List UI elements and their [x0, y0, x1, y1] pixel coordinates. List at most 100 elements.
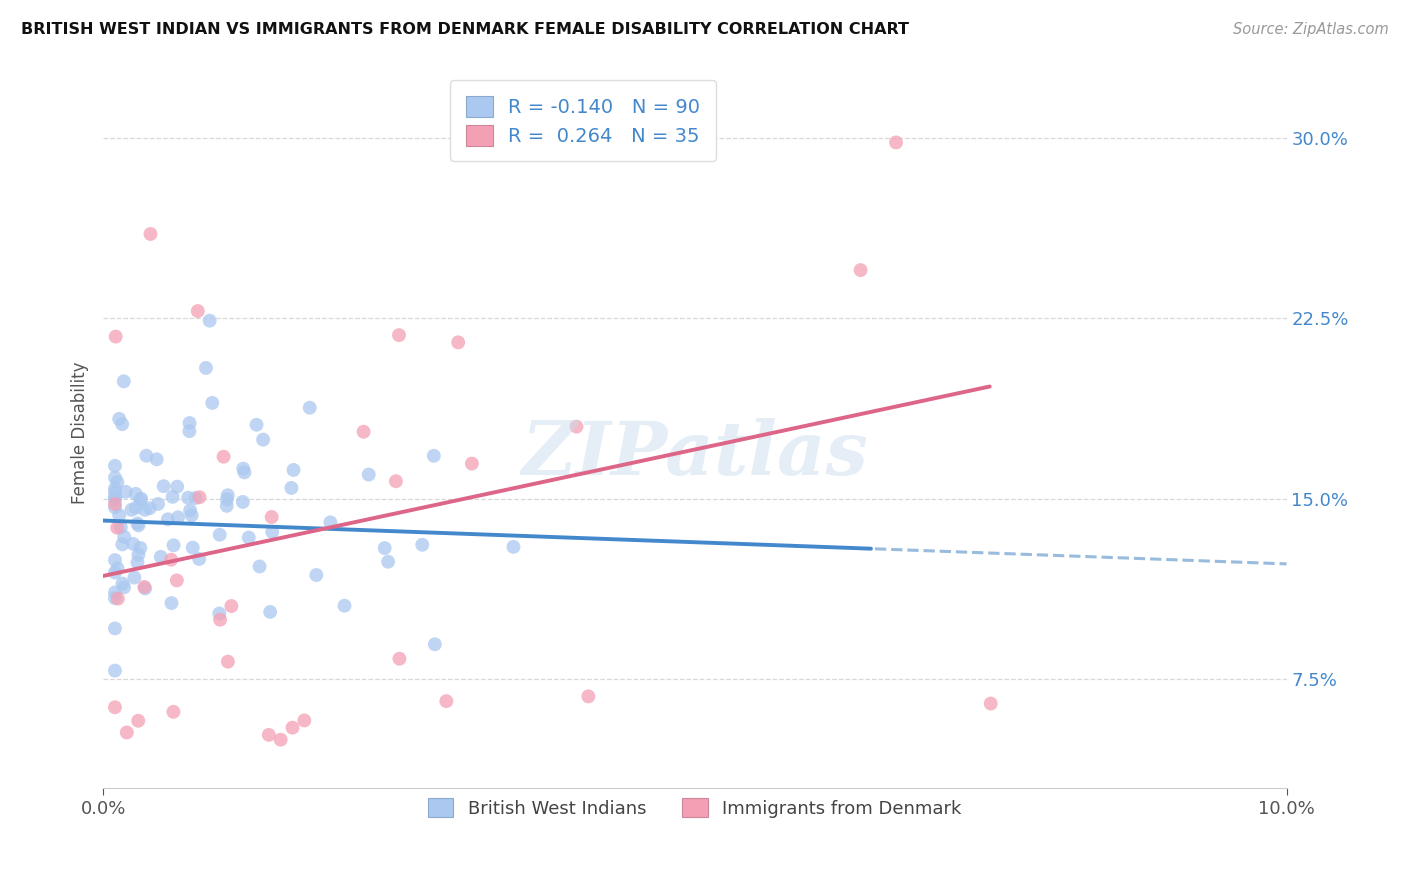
Point: [121, 503, 143, 517]
Point: [129, 491, 152, 506]
Point: [108, 508, 131, 523]
Legend: British West Indians, Immigrants from Denmark: British West Indians, Immigrants from De…: [420, 791, 969, 825]
Point: [104, 664, 127, 678]
Point: [127, 516, 149, 531]
Point: [125, 487, 148, 501]
Point: [305, 568, 328, 582]
Point: [357, 467, 380, 482]
Point: [245, 417, 267, 432]
Point: [134, 580, 156, 594]
Point: [388, 328, 411, 343]
Point: [232, 461, 254, 475]
Point: [208, 607, 231, 621]
Point: [112, 375, 135, 389]
Point: [166, 574, 188, 588]
Point: [215, 492, 238, 507]
Point: [110, 520, 132, 534]
Point: [217, 488, 239, 502]
Point: [104, 482, 127, 496]
Point: [298, 401, 321, 415]
Point: [160, 596, 183, 610]
Point: [125, 500, 148, 515]
Point: [212, 450, 235, 464]
Point: [849, 263, 872, 277]
Point: [152, 479, 174, 493]
Point: [177, 491, 200, 505]
Point: [198, 313, 221, 327]
Point: [104, 329, 127, 343]
Point: [104, 485, 127, 500]
Point: [104, 492, 127, 507]
Point: [249, 559, 271, 574]
Point: [107, 561, 129, 575]
Point: [374, 541, 396, 555]
Point: [201, 396, 224, 410]
Point: [162, 538, 184, 552]
Point: [162, 490, 184, 504]
Point: [149, 549, 172, 564]
Point: [209, 613, 232, 627]
Point: [108, 412, 131, 426]
Point: [194, 360, 217, 375]
Point: [319, 516, 342, 530]
Point: [104, 491, 127, 505]
Point: [104, 500, 127, 515]
Point: [127, 548, 149, 562]
Point: [104, 591, 127, 606]
Point: [260, 510, 283, 524]
Point: [134, 503, 156, 517]
Point: [292, 714, 315, 728]
Point: [128, 518, 150, 533]
Point: [179, 424, 201, 438]
Point: [262, 524, 284, 539]
Point: [281, 721, 304, 735]
Point: [980, 697, 1002, 711]
Point: [232, 495, 254, 509]
Point: [166, 480, 188, 494]
Text: ZIPatlas: ZIPatlas: [522, 417, 869, 491]
Point: [447, 335, 470, 350]
Point: [129, 492, 152, 507]
Point: [104, 621, 127, 635]
Point: [104, 497, 127, 511]
Point: [576, 690, 599, 704]
Point: [139, 227, 162, 241]
Point: [104, 566, 127, 580]
Point: [111, 537, 134, 551]
Point: [385, 475, 408, 489]
Point: [104, 585, 127, 599]
Text: BRITISH WEST INDIAN VS IMMIGRANTS FROM DENMARK FEMALE DISABILITY CORRELATION CHA: BRITISH WEST INDIAN VS IMMIGRANTS FROM D…: [21, 22, 910, 37]
Point: [111, 417, 134, 432]
Point: [104, 700, 127, 714]
Point: [333, 599, 356, 613]
Point: [127, 714, 149, 728]
Point: [187, 304, 209, 318]
Point: [129, 541, 152, 555]
Point: [104, 553, 127, 567]
Point: [388, 651, 411, 665]
Point: [145, 452, 167, 467]
Point: [111, 576, 134, 591]
Point: [221, 599, 243, 613]
Point: [565, 419, 588, 434]
Point: [270, 732, 292, 747]
Point: [162, 705, 184, 719]
Point: [114, 484, 136, 499]
Point: [208, 527, 231, 541]
Point: [104, 470, 127, 484]
Point: [461, 457, 484, 471]
Point: [233, 466, 256, 480]
Point: [156, 512, 179, 526]
Point: [188, 552, 211, 566]
Point: [167, 510, 190, 524]
Point: [105, 521, 128, 535]
Point: [884, 136, 907, 150]
Point: [180, 508, 202, 523]
Point: [112, 530, 135, 544]
Point: [411, 538, 433, 552]
Point: [124, 570, 146, 584]
Point: [181, 541, 204, 555]
Point: [104, 458, 127, 473]
Point: [283, 463, 305, 477]
Point: [104, 490, 127, 504]
